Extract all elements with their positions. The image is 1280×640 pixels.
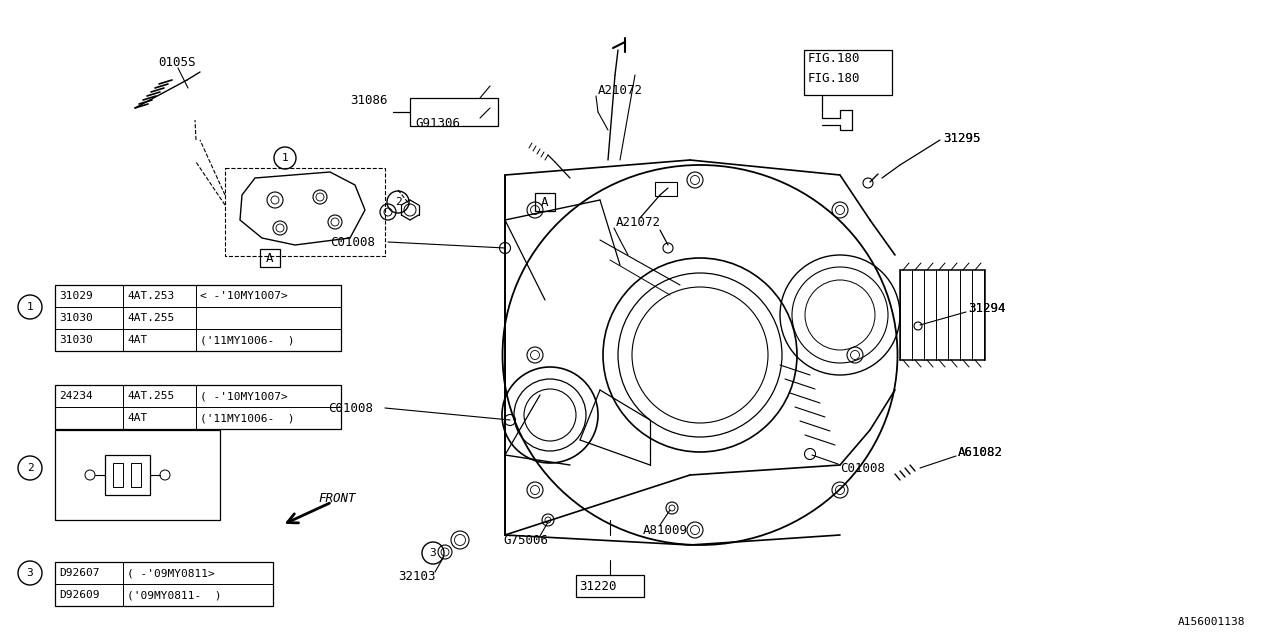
Text: 4AT: 4AT [127,413,147,423]
Bar [105,455,150,495]
Text: 3: 3 [27,568,33,578]
Text: < -'10MY1007>: < -'10MY1007> [200,291,288,301]
Text: FIG.180: FIG.180 [808,72,860,84]
Text: ('09MY0811-  ): ('09MY0811- ) [127,590,221,600]
Text: 2: 2 [27,463,33,473]
Text: 31029: 31029 [59,291,92,301]
Text: A21072: A21072 [598,83,643,97]
Text: 31295: 31295 [943,131,980,145]
Text: A61082: A61082 [957,445,1004,458]
Text: 31086: 31086 [349,93,388,106]
Text: ( -'10MY1007>: ( -'10MY1007> [200,391,288,401]
Text: 31030: 31030 [59,313,92,323]
Text: C01008: C01008 [840,461,884,474]
Bar [131,463,141,487]
Bar [655,182,677,196]
Text: 4AT.253: 4AT.253 [127,291,174,301]
Text: ('11MY1006-  ): ('11MY1006- ) [200,335,294,345]
Bar [576,575,644,597]
Bar [55,430,220,520]
Bar [55,285,340,351]
Text: A: A [266,252,274,264]
Text: 31294: 31294 [968,301,1006,314]
Text: 32103: 32103 [398,570,435,584]
Text: FIG.180: FIG.180 [808,51,860,65]
Text: 31294: 31294 [968,301,1006,314]
Text: 3: 3 [430,548,436,558]
Text: 31295: 31295 [943,131,980,145]
Text: 31030: 31030 [59,335,92,345]
Bar [113,463,123,487]
Bar [260,249,280,267]
Text: 1: 1 [27,302,33,312]
Text: A21072: A21072 [616,216,660,228]
Text: G75006: G75006 [503,534,548,547]
Text: A61082: A61082 [957,445,1004,458]
Text: A: A [541,195,549,209]
Text: 24234: 24234 [59,391,92,401]
Bar [225,168,385,256]
Text: G91306: G91306 [415,116,460,129]
Text: 4AT.255: 4AT.255 [127,313,174,323]
Bar [804,50,892,95]
Text: 1: 1 [282,153,288,163]
Text: 4AT.255: 4AT.255 [127,391,174,401]
Text: ('11MY1006-  ): ('11MY1006- ) [200,413,294,423]
Bar [535,193,556,211]
Bar [55,385,340,429]
Text: 31220: 31220 [579,580,617,593]
Text: FRONT: FRONT [317,492,356,504]
Text: A81009: A81009 [643,524,689,536]
Text: 0105S: 0105S [157,56,196,68]
Text: C01008: C01008 [330,236,375,248]
Bar [410,98,498,126]
Text: 4AT: 4AT [127,335,147,345]
Text: ( -'09MY0811>: ( -'09MY0811> [127,568,215,578]
Text: D92609: D92609 [59,590,100,600]
Text: A156001138: A156001138 [1178,617,1245,627]
Text: D92607: D92607 [59,568,100,578]
Text: 2: 2 [394,197,402,207]
Bar [55,562,273,606]
Text: C01008: C01008 [328,401,372,415]
